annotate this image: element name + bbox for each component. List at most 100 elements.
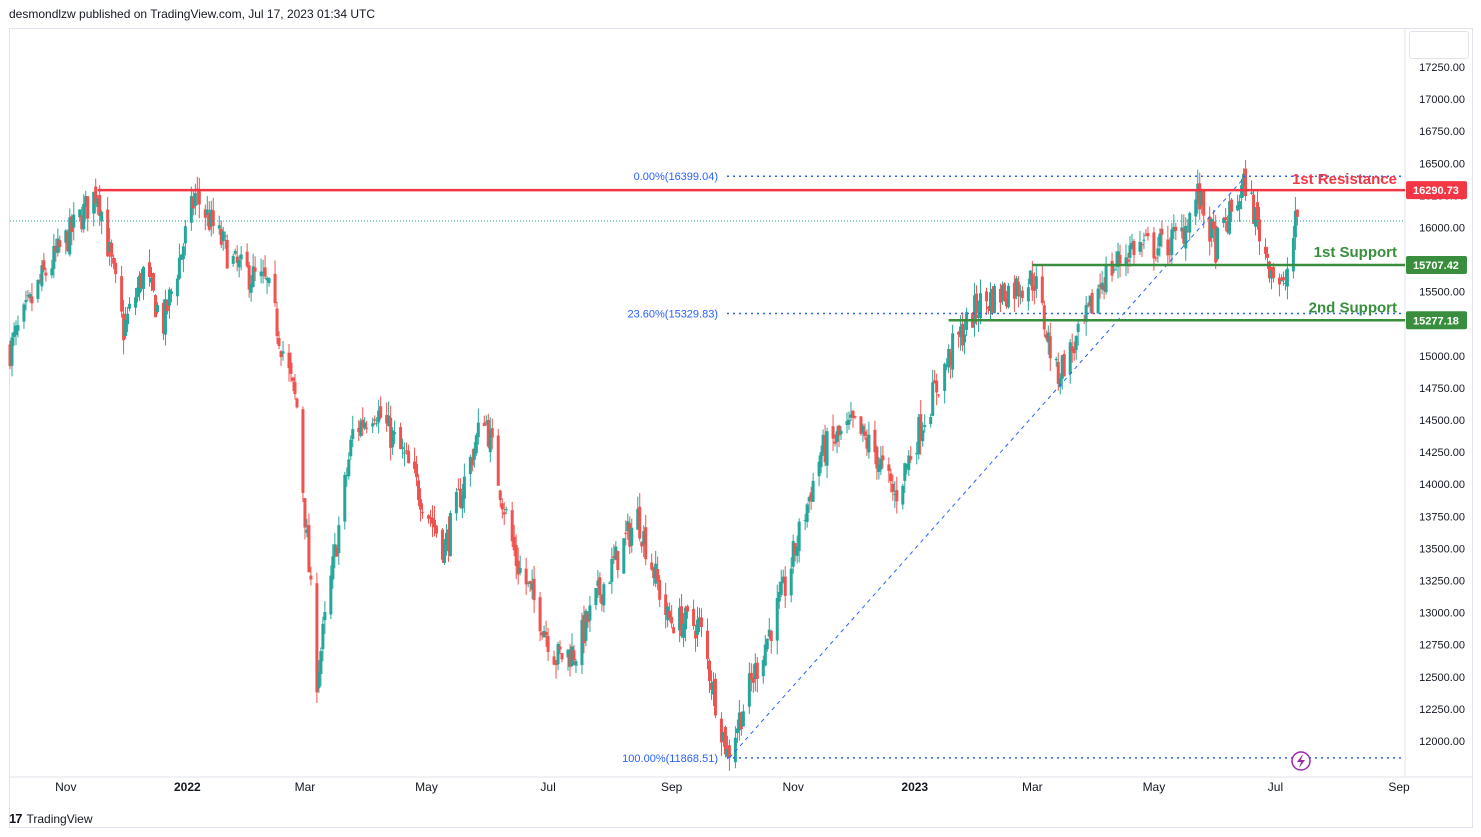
candle-body [937,394,941,396]
time-tick-label: May [1143,780,1166,794]
price-axis[interactable]: 17250.0017000.0016750.0016500.0016250.00… [1406,62,1467,748]
candle-body [454,491,458,514]
candle-body [253,267,257,272]
candles [8,159,1299,771]
candle-body [92,191,96,214]
price-badge [1406,256,1467,275]
candle-body [317,671,321,689]
candle-body [917,416,921,455]
candle-body [1293,210,1297,238]
candle-body [261,272,265,274]
candle-body [1184,225,1188,249]
candle-body [630,527,634,546]
candle-body [128,303,132,309]
candle-body [680,606,684,637]
candle-body [458,488,462,508]
candle-body [1110,260,1114,276]
candle-body [181,246,185,260]
candle-body [155,304,159,313]
candle-body [580,620,584,666]
grid [10,29,1472,778]
candle-body [809,492,813,502]
candle-body [919,414,923,441]
candle-body [1174,226,1178,231]
price-badge [1406,311,1467,330]
candle-body [538,597,542,632]
candle-body [514,544,518,566]
candle-body [713,678,717,716]
candle-body [456,489,460,491]
candle-body [628,522,632,547]
price-scale-settings-button[interactable] [1409,31,1469,59]
candle-body [148,262,151,278]
candle-body [110,242,114,257]
candle-body [1000,285,1004,302]
candle-body [929,416,933,425]
candle-body [700,617,704,628]
candle-body [223,235,227,237]
drawings[interactable]: 0.00%(16399.04) 23.60%(15329.83) 100.00%(1… [10,171,1405,765]
candle-body [1126,259,1130,262]
candle-body [638,506,642,539]
candle-body [36,280,40,299]
candle-body [1076,323,1080,333]
candle-body [498,490,502,501]
candle-body [811,480,815,502]
candle-body [486,419,490,447]
candle-body [755,662,759,679]
candle-body [1200,190,1204,206]
candle-body [401,447,405,449]
candle-body [1188,213,1192,233]
candle-body [582,615,586,644]
candle-body [698,617,702,622]
candle-body [532,578,536,601]
price-tick-label: 12250.00 [1419,704,1465,716]
alert-lightning-icon[interactable] [1291,751,1311,771]
time-axis[interactable]: Nov 2022 Mar May Jul Sep Nov 2023 Mar May Jul Sep [55,780,1410,794]
candle-body [504,509,508,511]
candle-body [1236,205,1240,211]
candle-body [612,556,616,559]
brand-footer[interactable]: 17 TradingView [9,811,93,826]
candle-body [22,304,26,322]
candle-body [54,245,58,252]
candle-body [598,577,602,596]
price-tick-label: 12000.00 [1419,736,1465,748]
candle-body [106,209,110,257]
candle-body [1254,207,1258,227]
candle-body [1216,227,1220,260]
price-badge-label: 15277.18 [1413,315,1459,327]
candle-body [901,485,905,505]
candle-body [427,515,430,519]
candle-body [1042,305,1046,330]
candle-body [947,349,951,368]
candle-body [329,575,333,615]
candle-body [805,504,809,522]
candle-body [546,635,550,652]
resistance-name-label: 1st Resistance [1292,171,1397,188]
candle-body [1265,253,1269,258]
candle-body [518,567,522,573]
candle-body [819,452,823,468]
candle-body [588,605,592,621]
candle-body [1180,227,1184,232]
candle-body [112,257,116,264]
candle-body [169,291,173,294]
price-tick-label: 13000.00 [1419,608,1465,620]
candle-body [1196,183,1200,204]
candle-body [957,332,961,335]
candle-body [267,278,271,284]
candle-body [949,352,953,366]
fib-level-label: 0.00%(16399.04) [634,171,718,183]
candle-body [149,277,153,283]
candle-body [600,594,604,605]
candle-body [568,654,572,667]
candle-body [817,461,821,477]
candle-body [1032,285,1036,291]
candle-body [1068,342,1072,375]
candle-body [1020,290,1024,298]
candle-body [413,461,417,469]
candle-body [343,474,347,522]
candle-body [524,568,528,585]
